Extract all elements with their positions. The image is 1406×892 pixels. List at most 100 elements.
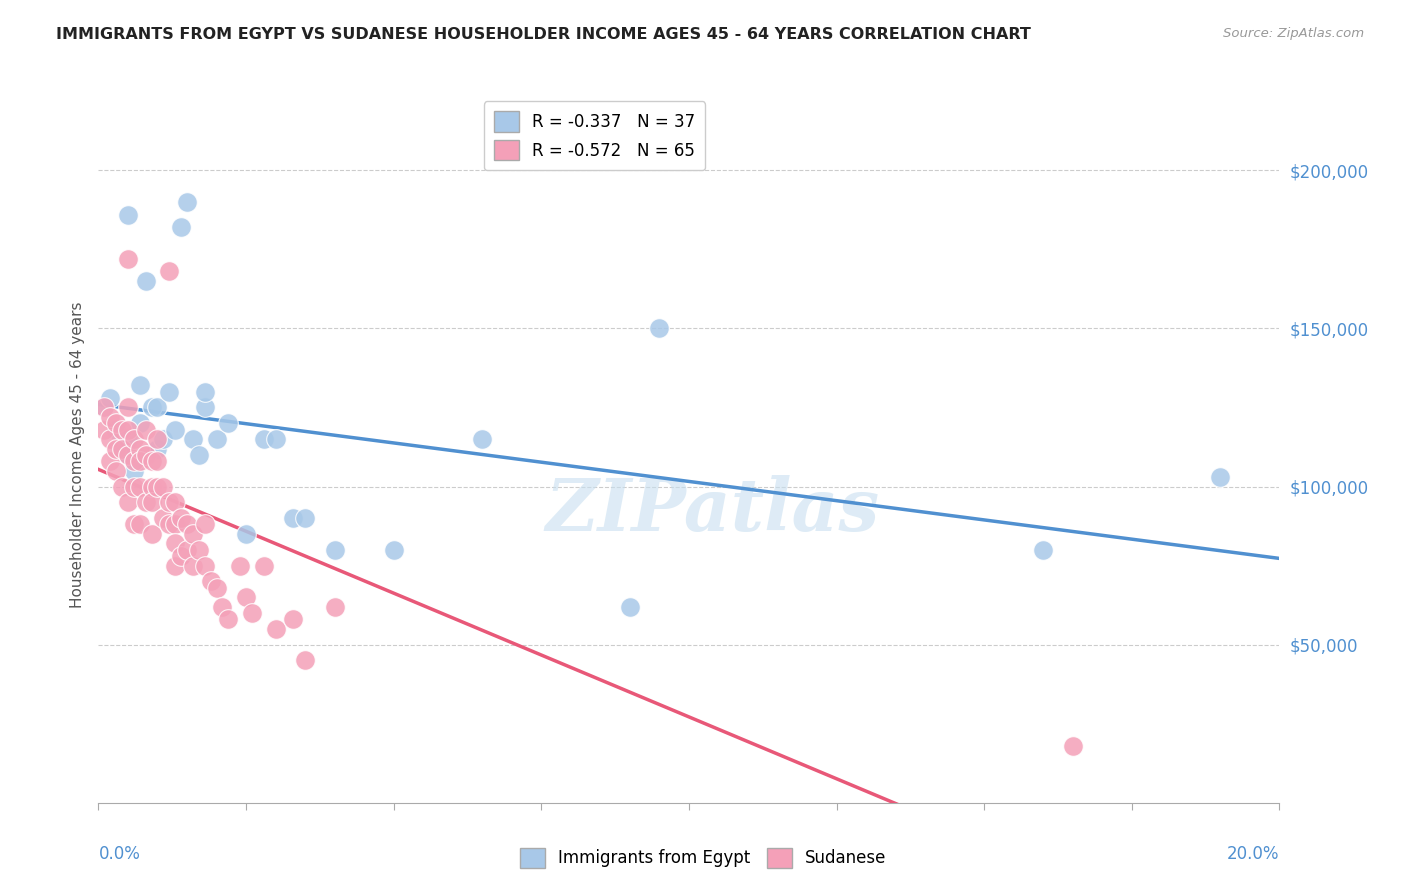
Point: [117, 448, 139, 462]
Point: [253, 558, 276, 573]
Point: [157, 264, 180, 278]
Point: [128, 378, 150, 392]
Point: [235, 591, 257, 605]
Point: [165, 423, 187, 437]
Point: [93, 423, 115, 437]
Point: [122, 454, 145, 468]
Point: [323, 542, 346, 557]
Point: [157, 495, 180, 509]
Text: ZIPatlas: ZIPatlas: [546, 475, 880, 546]
Point: [128, 479, 150, 493]
Point: [200, 574, 222, 589]
Point: [187, 448, 209, 462]
Text: 20.0%: 20.0%: [1227, 845, 1279, 863]
Point: [294, 653, 316, 667]
Point: [146, 401, 169, 415]
Point: [128, 417, 150, 431]
Point: [264, 622, 287, 636]
Point: [117, 448, 139, 462]
Point: [217, 417, 239, 431]
Point: [117, 432, 139, 446]
Point: [128, 517, 150, 532]
Point: [170, 549, 193, 563]
Point: [264, 432, 287, 446]
Point: [117, 495, 139, 509]
Point: [117, 208, 139, 222]
Point: [205, 432, 228, 446]
Point: [1032, 542, 1054, 557]
Point: [117, 423, 139, 437]
Point: [105, 442, 128, 456]
Point: [235, 527, 257, 541]
Point: [98, 432, 121, 446]
Point: [135, 448, 157, 462]
Point: [323, 599, 346, 614]
Point: [471, 432, 494, 446]
Point: [98, 409, 121, 424]
Point: [165, 495, 187, 509]
Point: [128, 442, 150, 456]
Point: [141, 454, 163, 468]
Point: [141, 495, 163, 509]
Point: [194, 558, 217, 573]
Point: [93, 401, 115, 415]
Point: [117, 252, 139, 266]
Y-axis label: Householder Income Ages 45 - 64 years: Householder Income Ages 45 - 64 years: [69, 301, 84, 608]
Point: [194, 517, 217, 532]
Point: [181, 432, 204, 446]
Point: [128, 454, 150, 468]
Point: [111, 442, 134, 456]
Legend: R = -0.337   N = 37, R = -0.572   N = 65: R = -0.337 N = 37, R = -0.572 N = 65: [484, 102, 706, 170]
Point: [122, 432, 145, 446]
Point: [217, 612, 239, 626]
Point: [135, 274, 157, 288]
Point: [141, 401, 163, 415]
Point: [98, 391, 121, 405]
Point: [146, 479, 169, 493]
Point: [135, 495, 157, 509]
Point: [141, 479, 163, 493]
Point: [157, 384, 180, 399]
Point: [141, 527, 163, 541]
Point: [283, 612, 305, 626]
Point: [194, 384, 217, 399]
Point: [211, 599, 233, 614]
Point: [111, 442, 134, 456]
Point: [229, 558, 252, 573]
Point: [146, 442, 169, 456]
Point: [152, 432, 174, 446]
Point: [1062, 739, 1084, 753]
Point: [122, 464, 145, 478]
Point: [93, 401, 115, 415]
Legend: Immigrants from Egypt, Sudanese: Immigrants from Egypt, Sudanese: [513, 841, 893, 875]
Point: [294, 511, 316, 525]
Point: [165, 536, 187, 550]
Point: [170, 220, 193, 235]
Point: [176, 194, 198, 209]
Point: [181, 527, 204, 541]
Point: [111, 479, 134, 493]
Point: [240, 606, 263, 620]
Point: [194, 401, 217, 415]
Point: [176, 542, 198, 557]
Point: [98, 454, 121, 468]
Point: [165, 558, 187, 573]
Point: [619, 599, 641, 614]
Point: [205, 581, 228, 595]
Point: [122, 517, 145, 532]
Point: [165, 517, 187, 532]
Point: [105, 464, 128, 478]
Point: [176, 517, 198, 532]
Point: [105, 423, 128, 437]
Point: [157, 517, 180, 532]
Point: [122, 479, 145, 493]
Text: Source: ZipAtlas.com: Source: ZipAtlas.com: [1223, 27, 1364, 40]
Point: [146, 432, 169, 446]
Point: [253, 432, 276, 446]
Point: [111, 423, 134, 437]
Point: [152, 479, 174, 493]
Text: 0.0%: 0.0%: [98, 845, 141, 863]
Point: [105, 417, 128, 431]
Point: [152, 511, 174, 525]
Point: [187, 542, 209, 557]
